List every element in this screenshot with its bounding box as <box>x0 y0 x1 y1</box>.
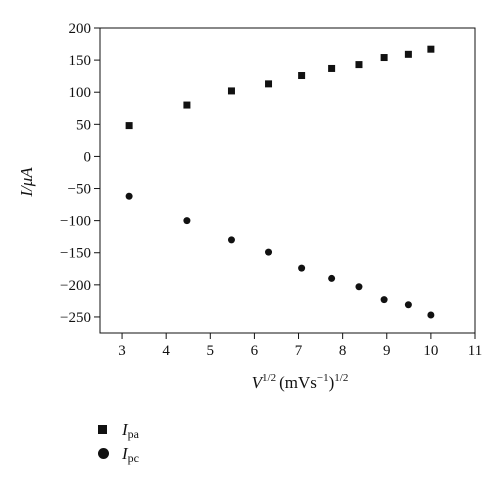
data-point-ipa <box>380 54 388 62</box>
x-axis-label-close: ) <box>329 373 335 392</box>
y-tick-label: 200 <box>69 21 92 37</box>
y-tick-label: −200 <box>60 278 91 294</box>
data-point-ipc <box>265 248 273 256</box>
x-tick-label: 5 <box>207 343 215 359</box>
x-tick-label: 4 <box>162 343 170 359</box>
legend-label-ipc: Ipc <box>122 444 139 465</box>
data-point-ipa <box>183 101 191 109</box>
x-tick-label: 11 <box>468 343 482 359</box>
data-point-ipc <box>125 192 133 200</box>
legend-square-marker <box>98 425 107 434</box>
y-tick-label: 150 <box>69 53 92 69</box>
x-axis-label: V1/2 (mVs−1)1/2 <box>252 372 349 392</box>
x-axis-label-var: V <box>252 373 265 392</box>
x-axis-label-sup1: 1/2 <box>262 372 276 384</box>
data-point-ipc <box>183 217 191 225</box>
y-tick-label: 50 <box>76 117 91 133</box>
data-point-ipc <box>427 311 435 319</box>
data-point-ipa <box>265 80 273 88</box>
data-point-ipa <box>125 122 133 130</box>
data-point-ipc <box>380 296 388 304</box>
y-tick-label: −50 <box>68 182 91 198</box>
data-point-ipa <box>355 61 363 69</box>
x-axis-label-sup2: −1 <box>317 372 329 384</box>
y-tick-label: −150 <box>60 246 91 262</box>
x-axis-label-sup3: 1/2 <box>334 372 348 384</box>
x-axis-label-unit: (mVs <box>279 373 317 392</box>
data-point-ipc <box>227 236 235 244</box>
y-tick-label: 0 <box>84 149 92 165</box>
x-tick-label: 10 <box>423 343 438 359</box>
data-point-ipc <box>328 274 336 282</box>
x-tick-label: 3 <box>118 343 126 359</box>
legend-label-ipa: Ipa <box>122 420 139 441</box>
x-tick-label: 7 <box>295 343 303 359</box>
y-tick-label: 100 <box>69 85 92 101</box>
data-point-ipa <box>328 64 336 72</box>
plot-area: 200 150 100 50 0 −50 −100 −150 −200 −250 3 4 5 6 7 8 9 10… <box>60 21 482 359</box>
data-point-ipc <box>404 301 412 309</box>
data-point-ipa <box>227 87 235 95</box>
x-tick-label: 6 <box>251 343 259 359</box>
data-point-ipc <box>298 264 306 272</box>
x-tick-label: 8 <box>339 343 347 359</box>
legend-item-ipc: Ipc <box>98 444 178 465</box>
legend-circle-marker <box>98 448 109 459</box>
y-tick-label: −250 <box>60 310 91 326</box>
data-point-ipa <box>404 50 412 58</box>
x-tick-label: 9 <box>383 343 391 359</box>
data-point-ipa <box>427 45 435 53</box>
data-point-ipa <box>298 72 306 80</box>
data-point-ipc <box>355 283 363 291</box>
legend-item-ipa: Ipa <box>98 420 178 441</box>
y-tick-label: −100 <box>60 214 91 230</box>
y-axis-label: I/μA <box>17 167 36 198</box>
plot-frame <box>99 27 476 334</box>
